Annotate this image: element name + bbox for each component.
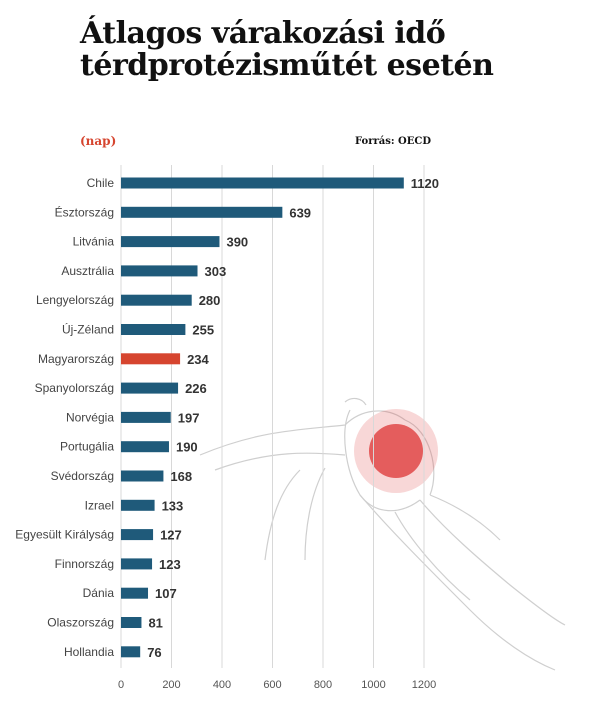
value-label-6: 234 [187,352,209,367]
category-label-10: Svédország [51,469,114,483]
category-label-13: Finnország [55,557,114,571]
bar-11 [121,499,155,511]
bar-1 [121,206,283,218]
value-label-11: 133 [162,498,184,513]
value-label-14: 107 [155,586,177,601]
bar-6 [121,353,181,365]
unit-label: (nap) [80,134,117,148]
value-label-8: 197 [178,410,200,425]
category-label-6: Magyarország [38,352,114,366]
bar-3 [121,265,198,277]
value-label-3: 303 [205,264,227,279]
bar-5 [121,324,186,335]
bar-12 [121,529,154,541]
value-label-10: 168 [170,469,192,484]
x-tick-3: 600 [263,679,281,691]
value-label-2: 390 [226,235,248,250]
category-label-8: Norvégia [66,410,114,424]
category-label-5: Új-Zéland [62,322,114,337]
bar-16 [121,646,141,658]
category-label-16: Hollandia [64,645,114,659]
x-tick-2: 400 [213,679,231,691]
category-label-9: Portugália [60,440,114,454]
knee-pain-spot [369,424,423,478]
value-label-4: 280 [199,293,221,308]
category-label-11: Izrael [85,498,114,512]
bar-9 [121,441,169,453]
bar-8 [121,411,171,423]
value-label-15: 81 [148,616,162,631]
category-label-4: Lengyelország [36,293,114,307]
chart-title: Átlagos várakozási idő térdprotézisműtét… [80,16,494,83]
value-label-1: 639 [289,205,311,220]
bar-10 [121,470,164,482]
value-label-16: 76 [147,645,161,660]
category-label-12: Egyesült Királyság [15,528,114,542]
x-tick-4: 800 [314,679,332,691]
category-label-0: Chile [87,176,115,190]
bar-13 [121,558,153,570]
chart-grid [120,165,425,668]
bar-7 [121,382,179,394]
chart-labels: Chile 1120 Észtország 639 Litvánia 390 Ausztrá… [15,176,439,660]
knee-joint-illustration [199,397,566,671]
bar-4 [121,294,192,306]
value-label-12: 127 [160,528,182,543]
x-tick-0: 0 [118,679,124,691]
value-label-0: 1120 [411,176,439,191]
x-tick-6: 1200 [412,679,436,691]
value-label-9: 190 [176,440,198,455]
category-label-3: Ausztrália [61,264,114,278]
category-label-7: Spanyolország [35,381,114,395]
value-label-7: 226 [185,381,207,396]
source-label: Forrás: OECD [355,136,432,147]
bar-14 [121,587,149,599]
x-tick-5: 1000 [361,679,385,691]
x-tick-1: 200 [162,679,180,691]
value-label-13: 123 [159,557,181,572]
category-label-14: Dánia [83,586,115,600]
category-label-2: Litvánia [73,235,115,249]
bar-0 [121,177,404,189]
category-label-1: Észtország [55,204,114,219]
chart-bars [121,177,404,658]
category-label-15: Olaszország [47,616,114,630]
x-axis-ticks: 0 200 400 600 800 1000 1200 [118,679,436,691]
bar-15 [121,617,142,628]
value-label-5: 255 [192,323,214,338]
bar-2 [121,236,220,248]
